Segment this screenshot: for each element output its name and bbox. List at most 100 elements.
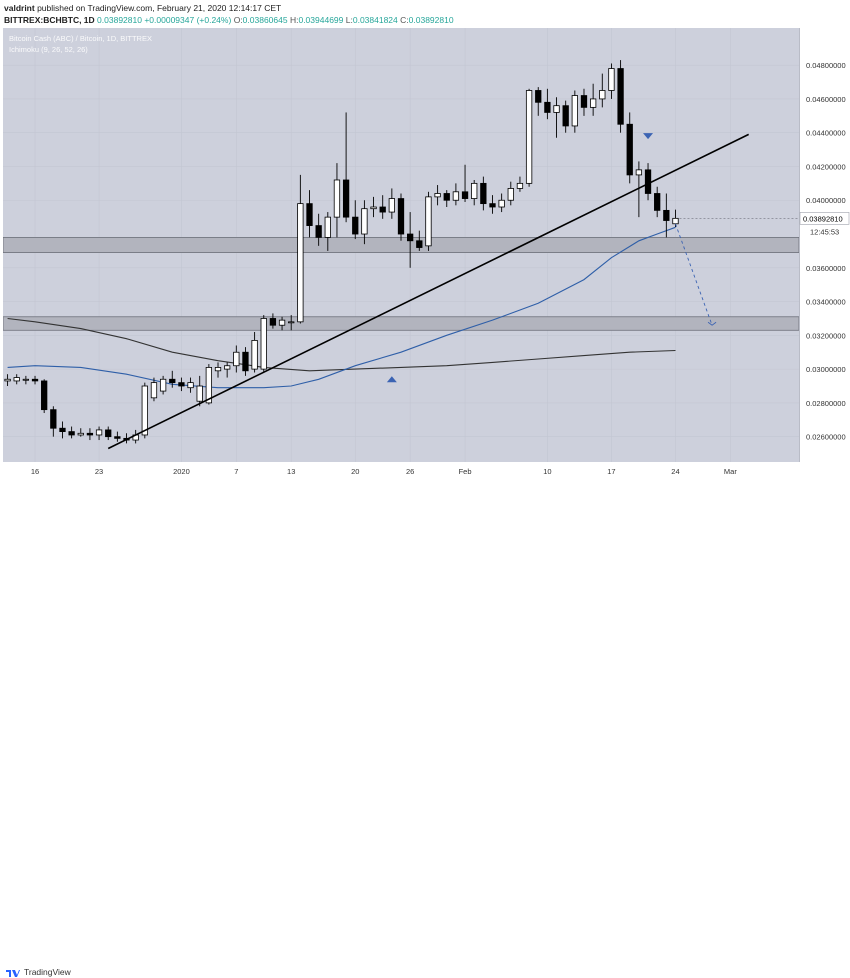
author-name[interactable]: valdrint: [4, 3, 35, 13]
low-value: 0.03841824: [352, 15, 398, 25]
candle-up: [251, 340, 258, 370]
candle-down: [342, 179, 350, 218]
candle-up: [434, 193, 441, 198]
candlestick-chart[interactable]: 0.04800000 0.04600000 0.04400000 0.04200000…: [0, 0, 850, 504]
candle-down: [306, 203, 313, 226]
candle-down: [59, 427, 66, 433]
candle-down: [544, 101, 551, 113]
y-tick-label: 0.03200000: [806, 331, 846, 340]
x-tick-label: 23: [95, 467, 103, 476]
y-tick-label: 0.04600000: [806, 95, 846, 104]
last-price-tag-text: 0.03892810: [803, 214, 843, 223]
published-text: published on TradingView.com, February 2…: [37, 3, 282, 13]
down-arrow-marker: [643, 133, 654, 140]
candle-down: [663, 209, 670, 221]
candle-up: [196, 385, 203, 402]
plot-layer: [3, 28, 799, 462]
candle-up: [141, 385, 148, 436]
candle-down: [269, 318, 277, 326]
candle-up: [507, 188, 514, 201]
y-tick-label: 0.04000000: [806, 196, 846, 205]
x-tick-label: 24: [671, 467, 679, 476]
chart-legend-title: Bitcoin Cash (ABC) / Bitcoin, 1D, BITTRE…: [9, 34, 152, 43]
footer: TradingView: [0, 480, 850, 977]
candle-down: [562, 105, 569, 127]
ma-blue-line: [7, 226, 676, 389]
candle-down: [50, 409, 57, 429]
high-value: 0.03944699: [298, 15, 344, 25]
candle-down: [178, 382, 185, 387]
candle-up: [4, 378, 11, 382]
x-tick-label: 2020: [173, 467, 190, 476]
x-tick-label: Feb: [459, 467, 472, 476]
candle-down: [535, 90, 542, 103]
high-label: H:: [289, 15, 299, 25]
y-tick-label: 0.03400000: [806, 298, 846, 307]
candle-up: [608, 68, 615, 91]
y-tick-label: 0.02800000: [806, 399, 846, 408]
candle-up: [516, 182, 524, 189]
candle-up: [452, 191, 460, 201]
tradingview-brand: TradingView: [24, 967, 71, 977]
candle-up: [571, 95, 578, 127]
candle-up: [388, 198, 395, 213]
close-label: C:: [400, 15, 409, 25]
ma-dark-line: [7, 317, 676, 372]
tradingview-logo[interactable]: TradingView: [6, 967, 71, 978]
close-value: 0.03892810: [408, 15, 454, 25]
x-tick-label: 10: [543, 467, 551, 476]
x-tick-label: 17: [607, 467, 615, 476]
x-tick-label: 13: [287, 467, 295, 476]
x-tick-label: 26: [406, 467, 414, 476]
candle-down: [461, 191, 469, 199]
candle-down: [397, 198, 405, 235]
candle-down: [169, 378, 176, 384]
candle-down: [480, 182, 487, 205]
header-bar: valdrint published on TradingView.com, F…: [0, 0, 850, 28]
x-tick-label: 20: [351, 467, 359, 476]
candle-up: [224, 365, 231, 370]
low-label: L:: [345, 15, 353, 25]
last-price: 0.03892810: [97, 15, 142, 25]
time-axis[interactable]: [3, 462, 799, 478]
candle-up: [599, 90, 606, 100]
y-tick-label: 0.03000000: [806, 365, 846, 374]
candle-down: [443, 193, 450, 201]
trendline: [107, 133, 750, 450]
candle-down: [654, 193, 661, 211]
candle-up: [288, 321, 295, 324]
countdown-text: 12:45:53: [810, 227, 839, 236]
candle-down: [114, 436, 121, 439]
price-axis[interactable]: [799, 28, 850, 462]
open-label: O:: [233, 15, 243, 25]
candle-down: [617, 68, 624, 125]
candle-up: [525, 90, 533, 184]
candle-down: [31, 378, 39, 382]
candle-down: [416, 240, 423, 248]
projection-arrowhead: [707, 321, 717, 326]
candle-up: [22, 378, 30, 381]
candle-up: [205, 367, 213, 404]
x-tick-label: Mar: [724, 467, 737, 476]
candle-up: [77, 432, 84, 436]
candle-up: [159, 378, 167, 392]
candle-up: [635, 169, 643, 176]
candle-up: [95, 429, 103, 436]
candle-down: [86, 432, 94, 436]
candle-up: [214, 367, 222, 372]
x-tick-label: 7: [234, 467, 238, 476]
candle-up: [370, 206, 377, 210]
candle-down: [644, 169, 652, 194]
candle-down: [105, 429, 112, 438]
published-line: valdrint published on TradingView.com, F…: [4, 3, 281, 13]
candle-up: [278, 319, 286, 326]
candle-up: [150, 382, 158, 399]
chart-legend-indicator: Ichimoku (9, 26, 52, 26): [9, 45, 88, 54]
candle-down: [68, 431, 75, 436]
candle-up: [13, 377, 20, 382]
candle-up: [260, 318, 267, 370]
price-change: +0.00009347 (+0.24%): [144, 15, 232, 25]
open-value: 0.03860645: [242, 15, 288, 25]
quote-line: BITTREX:BCHBTC, 1D 0.03892810 +0.0000934…: [4, 15, 454, 25]
symbol-label: BITTREX:BCHBTC, 1D: [4, 15, 95, 25]
